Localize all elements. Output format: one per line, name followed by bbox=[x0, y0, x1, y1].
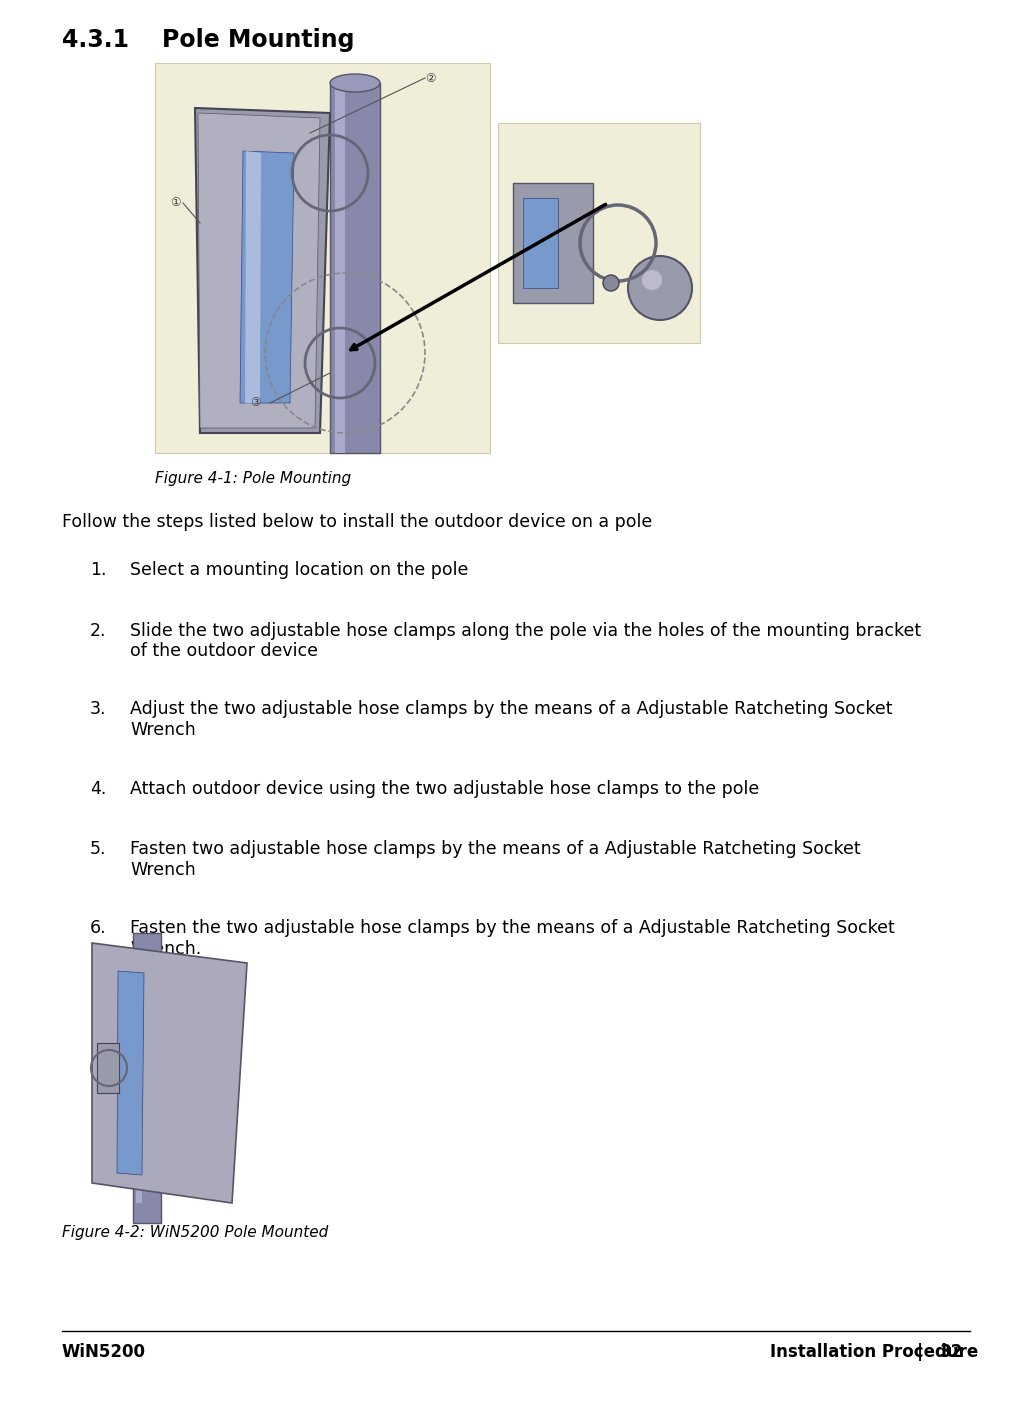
Text: 5.: 5. bbox=[89, 840, 107, 859]
Ellipse shape bbox=[330, 74, 380, 93]
Polygon shape bbox=[195, 108, 330, 434]
Polygon shape bbox=[198, 114, 320, 428]
Text: 32: 32 bbox=[940, 1343, 963, 1361]
Text: ③: ③ bbox=[250, 397, 260, 410]
Bar bbox=[155, 63, 490, 453]
Text: Adjust the two adjustable hose clamps by the means of a Adjustable Ratcheting So: Adjust the two adjustable hose clamps by… bbox=[130, 700, 893, 739]
Text: Installation Procedure: Installation Procedure bbox=[770, 1343, 978, 1361]
Bar bbox=[97, 1042, 119, 1093]
Text: Attach outdoor device using the two adjustable hose clamps to the pole: Attach outdoor device using the two adju… bbox=[130, 780, 760, 797]
Text: Fasten two adjustable hose clamps by the means of a Adjustable Ratcheting Socket: Fasten two adjustable hose clamps by the… bbox=[130, 840, 860, 878]
Bar bbox=[335, 83, 345, 453]
Polygon shape bbox=[240, 152, 294, 403]
Text: ①: ① bbox=[170, 196, 180, 209]
Text: Follow the steps listed below to install the outdoor device on a pole: Follow the steps listed below to install… bbox=[62, 513, 652, 530]
Bar bbox=[133, 933, 161, 1223]
Bar bbox=[523, 198, 558, 288]
Bar bbox=[136, 953, 142, 1202]
Text: |: | bbox=[917, 1343, 923, 1361]
Text: Pole Mounting: Pole Mounting bbox=[162, 28, 355, 52]
Circle shape bbox=[603, 275, 619, 290]
Circle shape bbox=[629, 255, 692, 320]
Text: ②: ② bbox=[425, 72, 435, 84]
Polygon shape bbox=[245, 152, 261, 403]
Text: Slide the two adjustable hose clamps along the pole via the holes of the mountin: Slide the two adjustable hose clamps alo… bbox=[130, 622, 921, 661]
Bar bbox=[498, 123, 700, 342]
Text: 3.: 3. bbox=[89, 700, 107, 718]
Circle shape bbox=[642, 269, 662, 290]
Bar bbox=[513, 182, 593, 303]
Text: 6.: 6. bbox=[89, 919, 107, 937]
Text: WiN5200: WiN5200 bbox=[62, 1343, 146, 1361]
Text: 4.3.1: 4.3.1 bbox=[62, 28, 129, 52]
Polygon shape bbox=[117, 971, 144, 1174]
Polygon shape bbox=[92, 943, 247, 1202]
Text: 2.: 2. bbox=[89, 622, 107, 640]
Bar bbox=[330, 83, 380, 453]
Text: 4.: 4. bbox=[89, 780, 107, 797]
Text: Figure 4-1: Pole Mounting: Figure 4-1: Pole Mounting bbox=[155, 471, 351, 485]
Text: 1.: 1. bbox=[89, 561, 107, 579]
Text: Fasten the two adjustable hose clamps by the means of a Adjustable Ratcheting So: Fasten the two adjustable hose clamps by… bbox=[130, 919, 895, 958]
Text: Figure 4-2: WiN5200 Pole Mounted: Figure 4-2: WiN5200 Pole Mounted bbox=[62, 1225, 328, 1240]
Text: Select a mounting location on the pole: Select a mounting location on the pole bbox=[130, 561, 469, 579]
